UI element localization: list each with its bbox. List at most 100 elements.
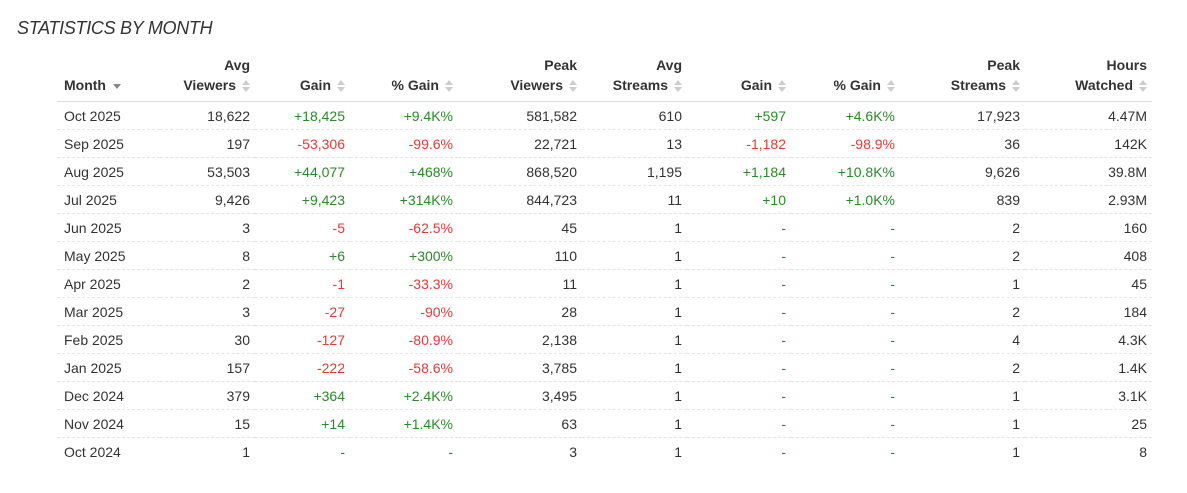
value-cell: 844,723 [458,185,582,214]
value-cell: 2 [900,241,1025,270]
sort-icon[interactable] [337,79,345,93]
value-cell: - [890,443,895,460]
value-cell: - [791,381,900,410]
month-cell: Oct 2024 [64,443,121,460]
value-cell: +314K% [350,185,458,214]
value-cell: -1,182 [687,129,791,158]
sort-icon[interactable] [674,79,682,93]
value-cell: +468% [350,157,458,186]
value-cell: 3,785 [458,353,582,382]
value-cell: -98.9% [791,129,900,158]
column-header-gain[interactable]: Gain [687,55,791,102]
sort-desc-icon[interactable] [112,83,121,89]
value-cell: 63 [458,409,582,438]
value-cell: - [791,325,900,354]
sort-up-arrow-icon [778,79,786,85]
sort-down-arrow-icon [887,86,895,92]
value-cell: 1 [1012,443,1020,460]
month-cell: Oct 2025 [57,101,160,130]
value-cell: +4.6K% [791,101,900,130]
value-cell: 3.1K [1025,381,1152,410]
value-cell: - [791,213,900,242]
value-cell: 3,495 [458,381,582,410]
sort-icon[interactable] [1012,79,1020,93]
value-cell: 1,195 [582,157,687,186]
value-cell: +1,184 [687,157,791,186]
month-cell: Sep 2025 [57,129,160,158]
value-cell: 1 [582,409,687,438]
value-cell: 1 [900,269,1025,298]
sort-down-arrow-icon [337,86,345,92]
column-header-streams-peak[interactable]: Peak Streams [900,55,1025,102]
sort-down-arrow-icon [242,86,250,92]
column-header--gain[interactable]: % Gain [791,55,900,102]
table-row: Nov 2024 15 +14 +1.4K% 63 1- -1 25 [57,409,1152,438]
table-row: Dec 2024 379 +364 +2.4K% 3,495 1- -1 3.1K [57,381,1152,410]
value-cell: 1 [582,325,687,354]
header-label: % Gain [391,77,439,93]
table-row: Mar 2025 3 -27 -90% 28 1- -2 184 [57,297,1152,326]
value-cell: 1 [242,443,250,460]
header-row: Month Avg Viewers Gain % Gain Peak Viewers Avg S… [57,55,1152,102]
value-cell: - [687,381,791,410]
table-row: Oct 2025 18,622 +18,425 +9.4K% 581,582 610 +59… [57,101,1152,130]
value-cell: 197 [160,129,255,158]
table-row: Sep 2025 197 -53,306 -99.6% 22,721 13 -1,182 -9… [57,129,1152,158]
sort-down-arrow-icon [778,86,786,92]
column-header-month[interactable]: Month [57,55,160,102]
sort-icon[interactable] [569,79,577,93]
sort-icon[interactable] [242,79,250,93]
value-cell: 610 [582,101,687,130]
column-header-streams-avg[interactable]: Avg Streams [582,55,687,102]
value-cell: 11 [582,185,687,214]
value-cell: 1.4K [1025,353,1152,382]
value-cell: 53,503 [160,157,255,186]
column-header-gain[interactable]: Gain [255,55,350,102]
value-cell: - [340,443,345,460]
sort-down-arrow-icon [1012,86,1020,92]
value-cell: 28 [458,297,582,326]
value-cell: 408 [1025,241,1152,270]
value-cell: 4.47M [1025,101,1152,130]
value-cell: -33.3% [350,269,458,298]
value-cell: -80.9% [350,325,458,354]
month-cell: Apr 2025 [57,269,160,298]
sort-up-arrow-icon [1012,79,1020,85]
header-label: Gain [299,77,331,93]
value-cell: -58.6% [350,353,458,382]
value-cell: -62.5% [350,213,458,242]
value-cell: 110 [458,241,582,270]
column-header-viewers-peak[interactable]: Peak Viewers [458,55,582,102]
header-label: Streams [612,77,668,93]
value-cell: +10.8K% [791,157,900,186]
value-cell: +300% [350,241,458,270]
column-header-viewers-avg[interactable]: Avg Viewers [160,55,255,102]
value-cell: 1 [582,269,687,298]
sort-icon[interactable] [778,79,786,93]
sort-down-arrow-icon [674,86,682,92]
value-cell: -127 [255,325,350,354]
table-row: Jul 2025 9,426 +9,423 +314K% 844,723 11 +10 +1.… [57,185,1152,214]
table-row: Oct 2024 1 - - 3 1 - - 1 8 [57,438,1152,466]
header-line1: Peak [987,57,1020,73]
value-cell: 13 [582,129,687,158]
column-header--gain[interactable]: % Gain [350,55,458,102]
sort-icon[interactable] [445,79,453,93]
value-cell: +10 [687,185,791,214]
month-cell: May 2025 [57,241,160,270]
sort-icon[interactable] [1139,79,1147,93]
value-cell: +6 [255,241,350,270]
value-cell: 4 [900,325,1025,354]
sort-up-arrow-icon [887,79,895,85]
month-cell: Dec 2024 [57,381,160,410]
sort-icon[interactable] [887,79,895,93]
value-cell: 30 [160,325,255,354]
value-cell: 2.93M [1025,185,1152,214]
header-label: % Gain [833,77,881,93]
value-cell: 25 [1025,409,1152,438]
value-cell: +364 [255,381,350,410]
column-header-watched-hours[interactable]: Hours Watched [1025,55,1152,102]
value-cell: 1 [674,443,682,460]
value-cell: 1 [900,409,1025,438]
value-cell: 22,721 [458,129,582,158]
